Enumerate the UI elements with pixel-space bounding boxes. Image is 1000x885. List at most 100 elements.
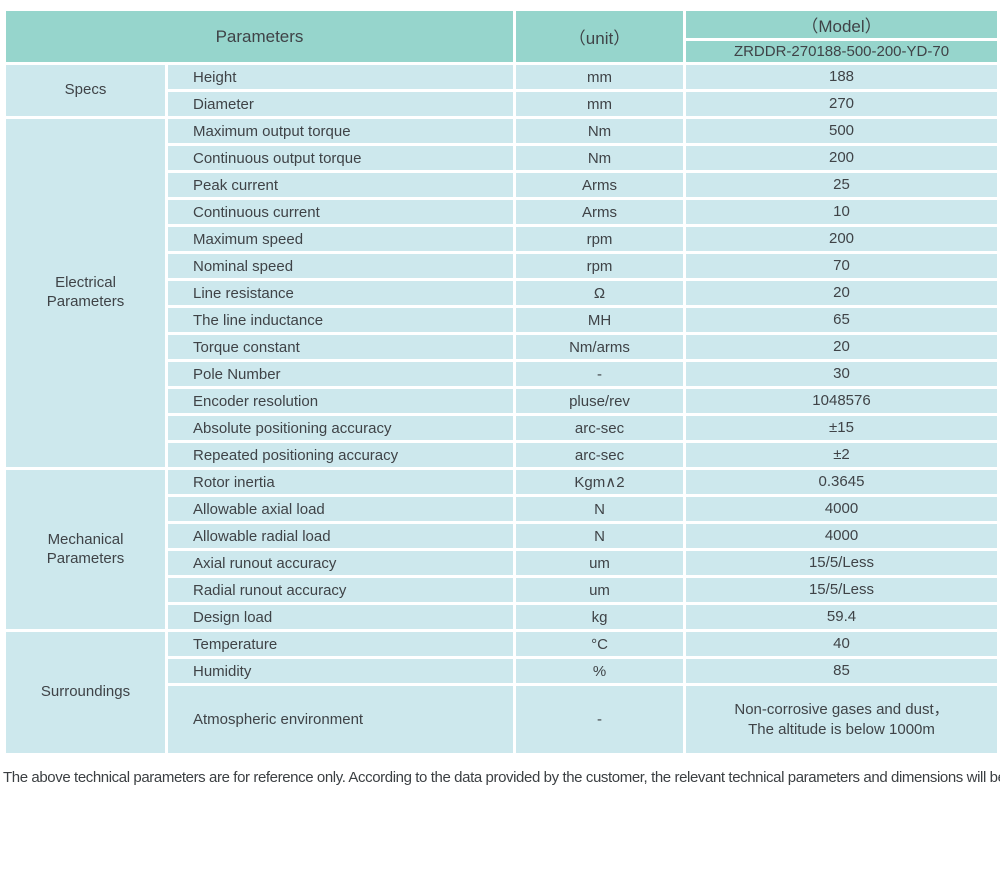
param-cell: Atmospheric environment <box>165 683 516 756</box>
param-cell: Axial runout accuracy <box>165 548 516 578</box>
unit-cell: - <box>513 359 686 389</box>
unit-cell: % <box>513 656 686 686</box>
unit-cell: um <box>513 575 686 605</box>
param-cell: Nominal speed <box>165 251 516 281</box>
unit-cell: um <box>513 548 686 578</box>
unit-cell: Kgm∧2 <box>513 467 686 497</box>
param-cell: Diameter <box>165 89 516 119</box>
unit-cell: rpm <box>513 224 686 254</box>
param-cell: The line inductance <box>165 305 516 335</box>
param-cell: Height <box>165 62 516 92</box>
value-cell: 20 <box>683 332 1000 362</box>
table-row: Humidity% 85 <box>5 656 1000 686</box>
value-cell: 188 <box>683 62 1000 92</box>
footer-disclaimer: The above technical parameters are for r… <box>3 769 1000 786</box>
param-cell: Torque constant <box>165 332 516 362</box>
unit-cell: Nm <box>513 116 686 146</box>
header-model-number: ZRDDR-270188-500-200-YD-70 <box>683 38 1000 65</box>
spec-table: Parameters （unit） （Model） ZRDDR-270188-5… <box>3 8 1000 756</box>
param-cell: Radial runout accuracy <box>165 575 516 605</box>
value-cell: 70 <box>683 251 1000 281</box>
table-row: Continuous current Arms 10 <box>5 197 1000 227</box>
header-model-label: （Model） <box>683 8 1000 41</box>
table-row: Repeated positioning accuracy arc-sec ±2 <box>5 440 1000 470</box>
value-cell: 85 <box>683 656 1000 686</box>
unit-cell: kg <box>513 602 686 632</box>
section-label: Electrical Parameters <box>3 116 168 470</box>
table-row: Pole Number -30 <box>5 359 1000 389</box>
table-row: Design load kg 59.4 <box>5 602 1000 632</box>
value-cell: 59.4 <box>683 602 1000 632</box>
param-cell: Maximum speed <box>165 224 516 254</box>
table-row: Encoder resolution pluse/rev 1048576 <box>5 386 1000 416</box>
unit-cell: arc-sec <box>513 413 686 443</box>
param-cell: Repeated positioning accuracy <box>165 440 516 470</box>
param-cell: Line resistance <box>165 278 516 308</box>
value-cell: 4000 <box>683 494 1000 524</box>
unit-cell: MH <box>513 305 686 335</box>
table-row: Nominal speed rpm 70 <box>5 251 1000 281</box>
unit-cell: arc-sec <box>513 440 686 470</box>
unit-cell: - <box>513 683 686 756</box>
unit-cell: N <box>513 494 686 524</box>
value-cell: 270 <box>683 89 1000 119</box>
param-cell: Peak current <box>165 170 516 200</box>
table-row: Mechanical Parameters Rotor inertia Kgm∧2 0… <box>3 467 1000 632</box>
unit-cell: N <box>513 521 686 551</box>
value-cell: 25 <box>683 170 1000 200</box>
value-cell: 20 <box>683 278 1000 308</box>
param-cell: Design load <box>165 602 516 632</box>
value-cell: 0.3645 <box>683 467 1000 497</box>
param-cell: Continuous current <box>165 197 516 227</box>
table-row: Atmospheric environment - Non-corrosive ga… <box>5 683 1000 756</box>
value-cell: 40 <box>683 629 1000 659</box>
table-row: Diameter mm 270 <box>5 89 1000 119</box>
value-cell: ±2 <box>683 440 1000 470</box>
spec-table-header: Parameters （unit） （Model） ZRDDR-270188-5… <box>3 8 1000 65</box>
unit-cell: Nm <box>513 143 686 173</box>
param-cell: Humidity <box>165 656 516 686</box>
section-label: Mechanical Parameters <box>3 467 168 632</box>
spec-table-body: Specs Height mm 188 Diameter mm 270 Electrical … <box>3 62 1000 756</box>
value-cell: 500 <box>683 116 1000 146</box>
unit-cell: rpm <box>513 251 686 281</box>
header-unit-label: （unit） <box>513 8 686 65</box>
param-cell: Allowable axial load <box>165 494 516 524</box>
param-cell: Pole Number <box>165 359 516 389</box>
unit-cell: Arms <box>513 197 686 227</box>
table-row: Allowable radial load N 4000 <box>5 521 1000 551</box>
param-cell: Absolute positioning accuracy <box>165 413 516 443</box>
table-row: The line inductance MH 65 <box>5 305 1000 335</box>
value-cell: 30 <box>683 359 1000 389</box>
unit-cell: mm <box>513 62 686 92</box>
value-cell: 4000 <box>683 521 1000 551</box>
table-row: Radial runout accuracy um 15/5/Less <box>5 575 1000 605</box>
table-row: Electrical Parameters Maximum output torq… <box>3 116 1000 470</box>
param-cell: Allowable radial load <box>165 521 516 551</box>
header-parameters-label: Parameters <box>3 8 516 65</box>
value-cell: 1048576 <box>683 386 1000 416</box>
section-label: Surroundings <box>3 629 168 756</box>
param-cell: Encoder resolution <box>165 386 516 416</box>
value-cell: Non-corrosive gases and dust， The altitu… <box>683 683 1000 756</box>
table-row: Absolute positioning accuracy arc-sec ±15 <box>5 413 1000 443</box>
value-cell: 15/5/Less <box>683 548 1000 578</box>
unit-cell: Ω <box>513 278 686 308</box>
unit-cell: mm <box>513 89 686 119</box>
value-cell: 200 <box>683 143 1000 173</box>
table-row: Torque constant Nm/arms 20 <box>5 332 1000 362</box>
section-label: Specs <box>3 62 168 119</box>
table-row: Surroundings Temperature °C 40 <box>3 629 1000 756</box>
unit-cell: Nm/arms <box>513 332 686 362</box>
param-cell: Rotor inertia <box>165 467 516 497</box>
table-row: Specs Height mm 188 <box>3 62 1000 119</box>
unit-cell: °C <box>513 629 686 659</box>
table-row: Peak current Arms 25 <box>5 170 1000 200</box>
table-row: Line resistance Ω 20 <box>5 278 1000 308</box>
unit-cell: pluse/rev <box>513 386 686 416</box>
value-cell: 10 <box>683 197 1000 227</box>
value-cell: 65 <box>683 305 1000 335</box>
param-cell: Maximum output torque <box>165 116 516 146</box>
unit-cell: Arms <box>513 170 686 200</box>
